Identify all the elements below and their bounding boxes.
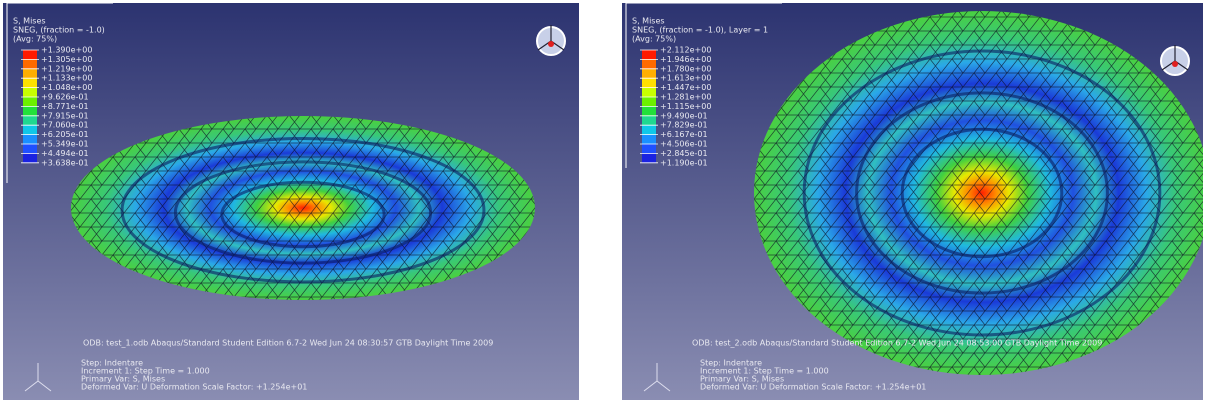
mesh-lines: [754, 11, 1203, 375]
legend-subtitle: SNEG, (fraction = -1.0): [13, 26, 105, 35]
legend-color: [23, 116, 37, 125]
legend-title: S, Mises: [632, 17, 665, 26]
legend-avg: (Avg: 75%): [13, 35, 57, 44]
legend-color: [642, 50, 656, 59]
legend-color: [642, 97, 656, 106]
legend-value: +6.167e-01: [660, 130, 708, 139]
legend-value: +9.490e-01: [660, 111, 708, 120]
legend-color: [642, 144, 656, 153]
legend-value: +1.946e+00: [660, 55, 711, 64]
legend-color: [23, 153, 37, 162]
legend-color: [642, 88, 656, 97]
step-info: Deformed Var: U Deformation Scale Factor…: [700, 383, 926, 392]
legend-value: +3.638e-01: [41, 158, 89, 167]
legend-color: [23, 97, 37, 106]
step-info: Deformed Var: U Deformation Scale Factor…: [81, 383, 307, 392]
legend-color: [642, 59, 656, 68]
legend-value: +4.494e-01: [41, 149, 89, 158]
legend-value: +1.447e+00: [660, 83, 711, 92]
legend-value: +1.190e-01: [660, 158, 708, 167]
legend-color: [642, 116, 656, 125]
legend-color: [23, 69, 37, 78]
legend-color: [23, 144, 37, 153]
legend-color: [23, 88, 37, 97]
legend-value: +4.506e-01: [660, 140, 708, 149]
legend-value: +1.305e+00: [41, 55, 92, 64]
legend-color: [642, 78, 656, 87]
legend-color: [23, 59, 37, 68]
figure: S, MisesSNEG, (fraction = -1.0)(Avg: 75%…: [0, 0, 1206, 403]
legend-value: +1.048e+00: [41, 83, 92, 92]
legend-color: [642, 135, 656, 144]
legend-color: [23, 106, 37, 115]
view-triad-dot: [548, 41, 554, 47]
legend-color: [23, 135, 37, 144]
legend-color: [642, 153, 656, 162]
legend-subtitle: SNEG, (fraction = -1.0), Layer = 1: [632, 26, 768, 35]
legend-avg: (Avg: 75%): [632, 35, 676, 44]
legend-value: +9.626e-01: [41, 93, 89, 102]
odb-info: ODB: test_2.odb Abaqus/Standard Student …: [692, 339, 1102, 348]
legend-value: +8.771e-01: [41, 102, 89, 111]
legend-title: S, Mises: [13, 17, 46, 26]
legend-value: +1.219e+00: [41, 64, 92, 73]
mesh-lines: [71, 116, 535, 300]
legend-value: +1.780e+00: [660, 64, 711, 73]
legend-value: +2.845e-01: [660, 149, 708, 158]
legend-value: +2.112e+00: [660, 46, 711, 55]
legend-color: [642, 125, 656, 134]
legend-value: +1.281e+00: [660, 93, 711, 102]
legend-value: +6.205e-01: [41, 130, 89, 139]
legend-color: [23, 50, 37, 59]
legend-value: +1.390e+00: [41, 46, 92, 55]
legend-value: +1.133e+00: [41, 74, 92, 83]
legend-color: [642, 69, 656, 78]
view-triad-dot: [1172, 61, 1178, 67]
legend-value: +5.349e-01: [41, 140, 89, 149]
legend-value: +1.115e+00: [660, 102, 711, 111]
legend-value: +1.613e+00: [660, 74, 711, 83]
legend-color: [23, 125, 37, 134]
legend-value: +7.915e-01: [41, 111, 89, 120]
legend-color: [642, 106, 656, 115]
legend-value: +7.829e-01: [660, 121, 708, 130]
legend-value: +7.060e-01: [41, 121, 89, 130]
odb-info: ODB: test_1.odb Abaqus/Standard Student …: [83, 339, 493, 348]
legend-color: [23, 78, 37, 87]
